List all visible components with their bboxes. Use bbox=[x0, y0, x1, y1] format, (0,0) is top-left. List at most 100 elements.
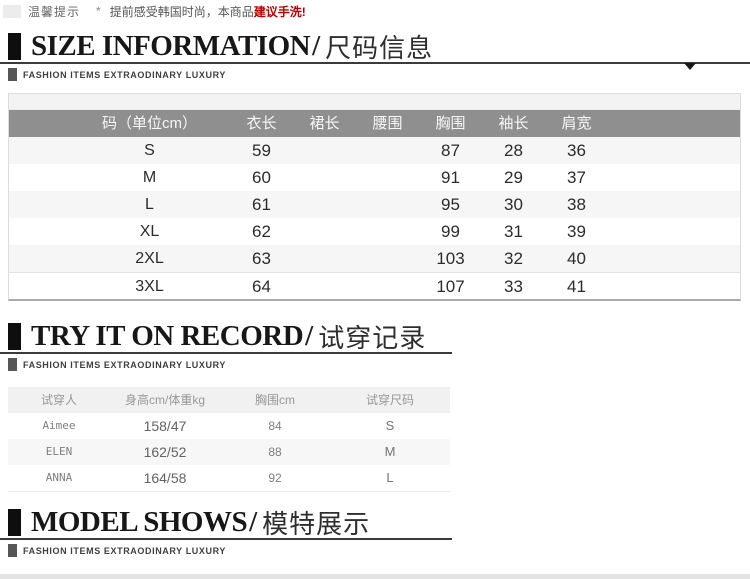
cell-sleeve: 28 bbox=[504, 141, 523, 160]
size-table: 码（单位cm） 衣长 裙长 腰围 胸围 袖长 肩宽 S 59 87 28 36 … bbox=[8, 93, 741, 301]
header-bust: 胸围 bbox=[435, 115, 466, 132]
cell-filler bbox=[608, 218, 740, 245]
header-waist: 腰围 bbox=[372, 115, 403, 132]
cell-garment-length: 63 bbox=[252, 249, 271, 268]
section-title: MODEL SHOWS / 模特展示 bbox=[0, 505, 750, 539]
cell-waist bbox=[356, 191, 419, 218]
section-underline bbox=[0, 538, 452, 540]
header-bust: 胸围cm bbox=[255, 393, 295, 407]
section-subtitle: FASHION ITEMS EXTRAODINARY LUXURY bbox=[0, 358, 750, 371]
section-try-it-on-record: TRY IT ON RECORD / 试穿记录 FASHION ITEMS EX… bbox=[0, 319, 750, 371]
notice-message: 提前感受韩国时尚，本商品建议手洗! bbox=[110, 3, 306, 20]
section-title-cn: 模特展示 bbox=[262, 508, 371, 539]
cell-shoulder: 37 bbox=[567, 168, 586, 187]
cell-garment-length: 62 bbox=[252, 222, 271, 241]
section-subtitle: FASHION ITEMS EXTRAODINARY LUXURY bbox=[0, 544, 750, 557]
cell-size: S bbox=[144, 142, 155, 159]
cell-size: L bbox=[145, 196, 154, 213]
section-subtitle: FASHION ITEMS EXTRAODINARY LUXURY bbox=[0, 68, 750, 81]
cell-shoulder: 38 bbox=[567, 195, 586, 214]
cell-garment-length: 64 bbox=[252, 277, 271, 296]
cell-waist bbox=[356, 218, 419, 245]
cell-size: 3XL bbox=[135, 278, 164, 295]
notice-bar: 温馨提示 * 提前感受韩国时尚，本商品建议手洗! bbox=[0, 3, 306, 19]
table-row: S 59 87 28 36 bbox=[9, 137, 740, 164]
cell-tried-size: L bbox=[386, 470, 394, 485]
asterisk-icon: * bbox=[96, 4, 101, 18]
section-title-en: MODEL SHOWS bbox=[31, 505, 248, 538]
section-underline bbox=[0, 352, 452, 354]
section-underline bbox=[0, 62, 750, 64]
header-height-weight: 身高cm/体重kg bbox=[124, 393, 205, 407]
title-separator: / bbox=[249, 505, 258, 538]
notice-message-highlight: 建议手洗! bbox=[253, 4, 306, 19]
section-title-cn: 尺码信息 bbox=[325, 32, 434, 63]
cell-fitter: Aimee bbox=[42, 419, 76, 432]
cell-bust: 84 bbox=[268, 419, 282, 433]
cell-waist bbox=[356, 273, 419, 299]
header-filler bbox=[608, 110, 740, 137]
cell-filler bbox=[608, 191, 740, 218]
cell-shoulder: 41 bbox=[567, 277, 586, 296]
notice-label: 温馨提示 bbox=[28, 4, 81, 19]
cell-shoulder: 40 bbox=[567, 249, 586, 268]
size-table-header-row: 码（单位cm） 衣长 裙长 腰围 胸围 袖长 肩宽 bbox=[9, 110, 740, 137]
cell-bust: 88 bbox=[268, 445, 282, 459]
table-row: ANNA 164/58 92 L bbox=[8, 465, 450, 491]
section-marker bbox=[8, 322, 21, 350]
table-row: XL 62 99 31 39 bbox=[9, 218, 740, 245]
section-marker bbox=[8, 508, 21, 536]
cell-sleeve: 32 bbox=[504, 249, 523, 268]
size-table-top-strip bbox=[9, 94, 740, 110]
table-row: Aimee 158/47 84 S bbox=[8, 413, 450, 439]
header-fitter: 试穿人 bbox=[40, 393, 77, 407]
header-sleeve: 袖长 bbox=[498, 115, 529, 132]
subtitle-text: FASHION ITEMS EXTRAODINARY LUXURY bbox=[23, 69, 226, 80]
cell-sleeve: 33 bbox=[504, 277, 523, 296]
tryon-table: 试穿人 身高cm/体重kg 胸围cm 试穿尺码 Aimee 158/47 84 … bbox=[8, 387, 450, 492]
cell-size: 2XL bbox=[135, 250, 164, 267]
table-row: L 61 95 30 38 bbox=[9, 191, 740, 218]
header-skirt-length: 裙长 bbox=[309, 115, 340, 132]
cell-waist bbox=[356, 164, 419, 191]
section-title: TRY IT ON RECORD / 试穿记录 bbox=[0, 319, 750, 353]
cell-fitter: ELEN bbox=[45, 445, 73, 458]
section-marker bbox=[8, 32, 21, 60]
subtitle-square-icon bbox=[8, 358, 17, 371]
cell-shoulder: 39 bbox=[567, 222, 586, 241]
section-title-cn: 试穿记录 bbox=[318, 322, 427, 353]
cell-skirt-length bbox=[293, 273, 356, 299]
cell-height-weight: 158/47 bbox=[143, 418, 187, 434]
cell-tried-size: M bbox=[384, 444, 396, 459]
header-size: 码（单位cm） bbox=[102, 115, 197, 132]
table-row: 3XL 64 107 33 41 bbox=[9, 272, 740, 299]
cell-sleeve: 30 bbox=[504, 195, 523, 214]
cell-skirt-length bbox=[293, 191, 356, 218]
notice-marker bbox=[3, 4, 21, 18]
section-title: SIZE INFORMATION / 尺码信息 bbox=[0, 30, 750, 63]
cell-garment-length: 61 bbox=[252, 195, 271, 214]
cell-filler bbox=[608, 137, 740, 164]
cell-bust: 95 bbox=[441, 195, 460, 214]
cell-sleeve: 29 bbox=[504, 168, 523, 187]
cell-bust: 92 bbox=[268, 471, 282, 485]
subtitle-text: FASHION ITEMS EXTRAODINARY LUXURY bbox=[23, 545, 226, 556]
table-row: 2XL 63 103 32 40 bbox=[9, 245, 740, 272]
cell-filler bbox=[608, 164, 740, 191]
cell-skirt-length bbox=[293, 245, 356, 272]
cell-size: M bbox=[142, 169, 157, 186]
triangle-down-icon bbox=[684, 63, 696, 70]
cell-filler bbox=[608, 245, 740, 272]
table-row: ELEN 162/52 88 M bbox=[8, 439, 450, 465]
title-separator: / bbox=[305, 319, 314, 352]
cell-bust: 87 bbox=[441, 141, 460, 160]
cell-shoulder: 36 bbox=[567, 141, 586, 160]
cell-skirt-length bbox=[293, 137, 356, 164]
cell-skirt-length bbox=[293, 218, 356, 245]
cell-fitter: ANNA bbox=[45, 471, 73, 484]
cell-waist bbox=[356, 137, 419, 164]
header-shoulder: 肩宽 bbox=[561, 115, 592, 132]
subtitle-square-icon bbox=[8, 68, 17, 81]
tryon-table-header-row: 试穿人 身高cm/体重kg 胸围cm 试穿尺码 bbox=[8, 387, 450, 413]
